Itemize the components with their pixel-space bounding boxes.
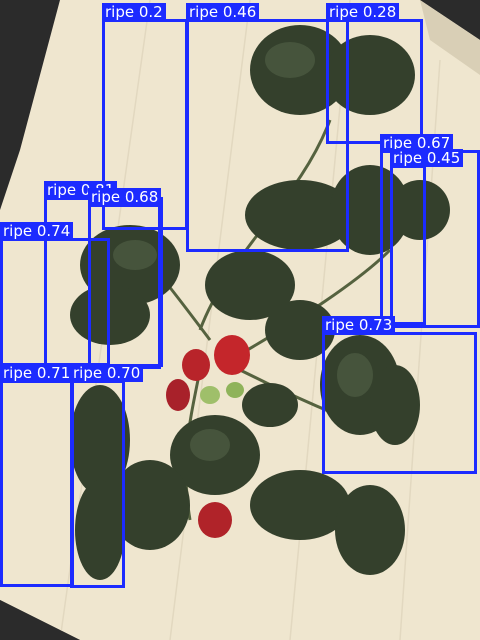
detection-label: ripe 0.28: [326, 3, 400, 21]
board-shadow: [420, 0, 480, 75]
detection-box: ripe 0.46: [186, 3, 349, 252]
detection-label: ripe 0.45: [390, 149, 464, 167]
strawberries: [166, 335, 250, 538]
corner-shadow: [0, 600, 80, 640]
detection-box: ripe 0.74: [0, 222, 110, 366]
detection-label: ripe 0.2: [102, 3, 166, 21]
detection-box: ripe 0.71: [0, 364, 74, 587]
detection-label: ripe 0.73: [322, 316, 396, 334]
detection-box: ripe 0.68: [88, 188, 162, 369]
detection-box: ripe 0.28: [326, 3, 423, 144]
detection-label: ripe 0.46: [186, 3, 260, 21]
leaf-highlights: [113, 42, 373, 461]
detection-label: ripe 0.70: [70, 364, 144, 382]
detection-label: ripe 0.68: [88, 188, 162, 206]
detection-box: ripe 0.45: [390, 149, 464, 325]
detection-label: ripe 0.67: [380, 134, 454, 152]
detection-label: ripe 0.71: [0, 364, 74, 382]
detection-box: ripe 0.73: [322, 316, 477, 474]
detection-label: ripe 0.74: [0, 222, 74, 240]
detection-box: ripe 0.70: [70, 364, 144, 588]
